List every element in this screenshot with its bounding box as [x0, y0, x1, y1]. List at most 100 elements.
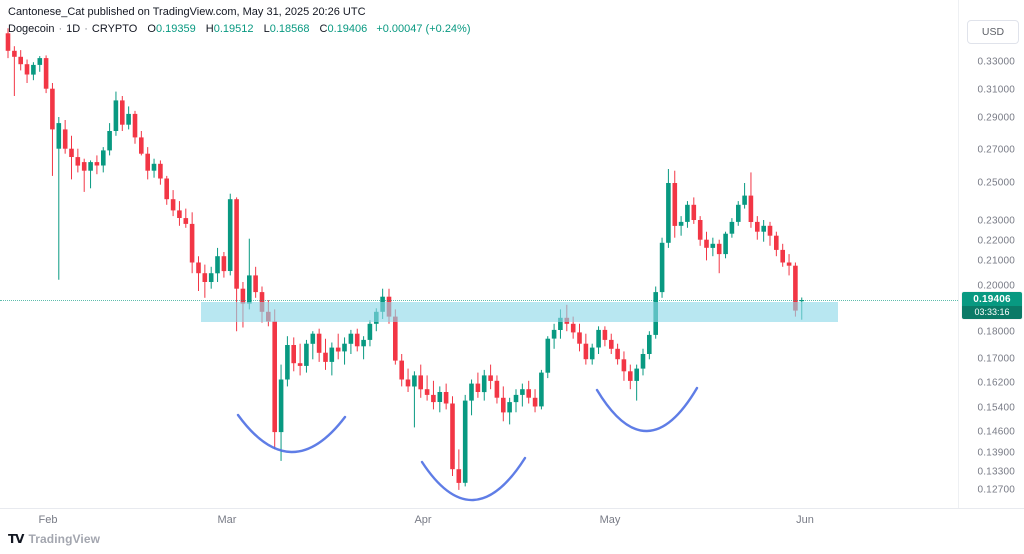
- candle-body: [202, 273, 208, 282]
- candle-body: [24, 64, 30, 75]
- change-value: +0.00047 (+0.24%): [376, 23, 471, 35]
- candle-body: [354, 333, 360, 347]
- candle-body: [361, 339, 366, 347]
- candle-body: [577, 332, 582, 344]
- candle-body: [348, 333, 354, 344]
- candle-body: [81, 162, 87, 171]
- price-axis-label: 0.17000: [977, 353, 1015, 365]
- candle-body: [704, 239, 709, 248]
- candle-body: [532, 397, 538, 407]
- candle-body: [418, 375, 423, 390]
- candle-body: [323, 352, 328, 362]
- candle-body: [786, 262, 792, 266]
- candle-body: [304, 343, 309, 366]
- price-axis-label: 0.29000: [977, 112, 1015, 124]
- arc-annotations[interactable]: [0, 0, 958, 554]
- candle-body: [126, 113, 131, 125]
- symbol-info-row: Dogecoin · 1D · CRYPTO O0.19359 H0.19512 L0.…: [8, 23, 471, 35]
- close-label: C: [319, 23, 328, 35]
- candle-body: [69, 148, 74, 157]
- candle-body: [285, 345, 290, 380]
- candle-body: [558, 317, 563, 330]
- candle-body: [120, 100, 125, 125]
- price-axis-label: 0.21000: [977, 255, 1015, 267]
- candle-body: [170, 199, 176, 211]
- candle-body: [297, 363, 303, 366]
- time-axis-label-may: May: [599, 514, 621, 526]
- candle-body: [634, 368, 639, 381]
- candle-body: [316, 333, 322, 353]
- price-axis-label: 0.22000: [977, 235, 1015, 247]
- candle-body: [723, 233, 728, 255]
- symbol-name[interactable]: Dogecoin: [8, 23, 55, 35]
- candle-body: [748, 195, 754, 222]
- price-axis-label: 0.18000: [977, 326, 1015, 338]
- candle-body: [145, 153, 150, 171]
- candle-body: [43, 58, 49, 89]
- price-axis-label: 0.27000: [977, 144, 1015, 156]
- currency-toggle-button[interactable]: USD: [967, 20, 1019, 44]
- candle-body: [107, 131, 112, 151]
- candlestick-chart[interactable]: [0, 0, 958, 508]
- candle-body: [291, 345, 296, 364]
- candle-body: [405, 379, 411, 387]
- arc-drawing[interactable]: [595, 386, 699, 433]
- candle-body: [609, 339, 614, 349]
- candle-body: [736, 204, 741, 222]
- price-axis-label: 0.20000: [977, 280, 1015, 292]
- candle-body: [678, 221, 684, 226]
- candle-body: [539, 372, 544, 407]
- resistance-zone-drawing[interactable]: [201, 302, 838, 322]
- candle-body: [151, 163, 157, 171]
- candle-body: [780, 249, 785, 263]
- candle-body: [310, 333, 316, 344]
- tradingview-attribution[interactable]: TV TradingView: [8, 532, 100, 546]
- candle-body: [697, 220, 703, 240]
- candle-body: [545, 338, 551, 373]
- candle-body: [335, 347, 341, 352]
- close-value: 0.19406: [327, 23, 368, 35]
- candle-body: [767, 225, 773, 236]
- current-price-value: 0.19406: [962, 292, 1022, 306]
- candle-body: [666, 183, 671, 243]
- arc-drawing[interactable]: [420, 456, 527, 502]
- candle-body: [132, 113, 138, 138]
- current-price-badge: 0.19406 03:33:16: [962, 292, 1022, 319]
- open-label: O: [147, 23, 156, 35]
- candle-body: [278, 379, 284, 433]
- attribution-text: Cantonese_Cat published on TradingView.c…: [8, 6, 366, 18]
- candle-body: [367, 323, 373, 340]
- price-axis-label: 0.31000: [977, 84, 1015, 96]
- candle-body: [494, 380, 500, 398]
- candle-body: [329, 347, 335, 362]
- candle-body: [75, 157, 81, 166]
- current-price-line: [0, 300, 958, 301]
- time-axis[interactable]: Feb Mar Apr May Jun: [0, 508, 1024, 533]
- high-value: 0.19512: [213, 23, 254, 35]
- arc-drawing[interactable]: [236, 413, 347, 454]
- candle-body: [513, 394, 519, 403]
- candle-body: [793, 265, 798, 311]
- candle-body: [551, 329, 557, 339]
- price-axis[interactable]: USD 0.19406 03:33:16 0.33000 0.31000 0.290…: [958, 0, 1024, 508]
- candle-body: [253, 275, 258, 293]
- candle-body: [259, 292, 265, 312]
- candle-body: [12, 50, 17, 57]
- candle-body: [139, 137, 144, 154]
- candle-body: [5, 33, 11, 51]
- candle-body: [412, 375, 417, 387]
- candle-body: [475, 383, 481, 392]
- price-axis-label: 0.15400: [977, 402, 1015, 414]
- low-label: L: [263, 23, 270, 35]
- candle-body: [183, 218, 189, 224]
- candle-body: [570, 323, 576, 333]
- candle-body: [88, 162, 93, 171]
- price-axis-label: 0.14600: [977, 426, 1015, 438]
- time-axis-label-jun: Jun: [796, 514, 814, 526]
- symbol-interval[interactable]: 1D: [66, 23, 81, 35]
- candle-body: [462, 400, 468, 483]
- candle-body: [227, 199, 233, 271]
- candle-body: [56, 123, 62, 149]
- candle-body: [761, 225, 766, 232]
- candle-body: [247, 275, 252, 304]
